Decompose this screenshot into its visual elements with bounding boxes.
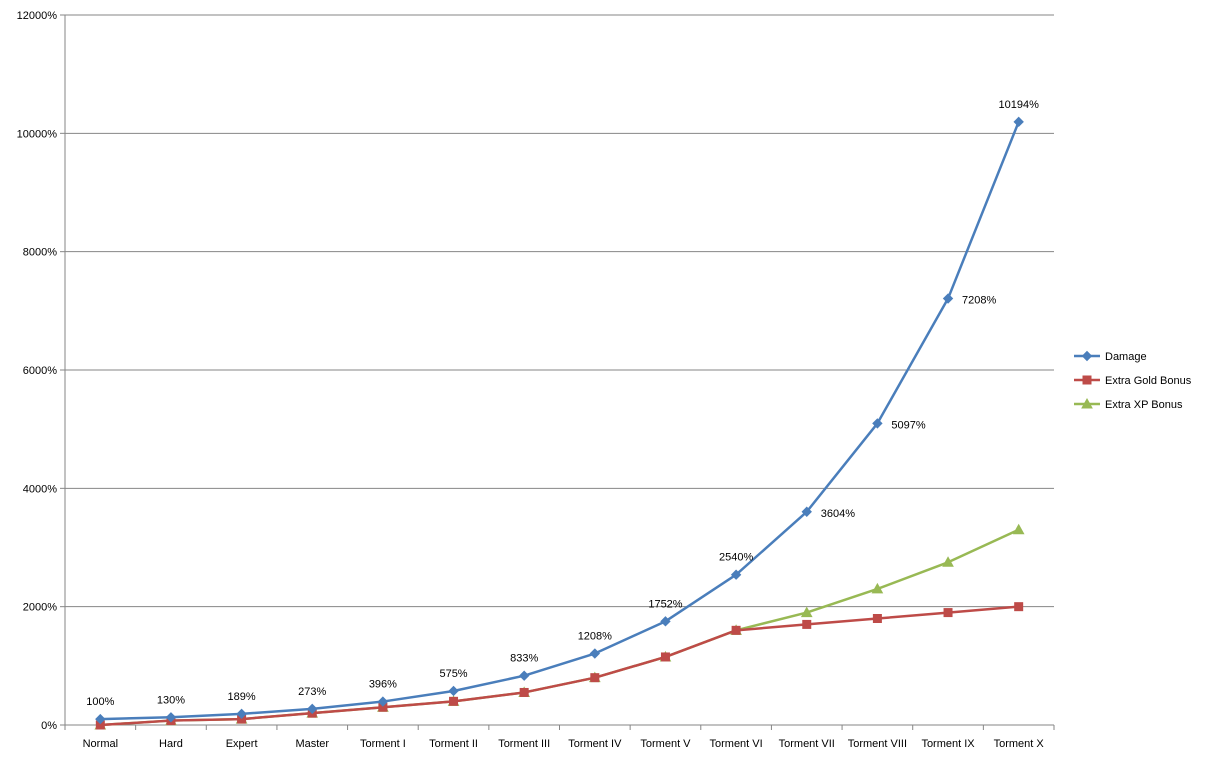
data-label: 5097%	[891, 419, 925, 431]
series-lines	[94, 116, 1025, 730]
x-tick-label: Torment V	[640, 738, 691, 750]
legend: Damage Extra Gold Bonus Extra XP Bonus	[1074, 350, 1192, 411]
data-point	[731, 625, 741, 635]
data-point	[730, 569, 742, 580]
legend-item: Extra Gold Bonus	[1074, 375, 1192, 387]
data-label: 7208%	[962, 295, 996, 307]
data-label: 273%	[298, 686, 326, 698]
data-point	[1013, 116, 1024, 128]
axes: 0% 2000% 4000% 6000% 8000% 10000% 12000% Normal…	[17, 10, 1055, 750]
gridlines	[65, 14, 1054, 608]
x-tick-label: Torment I	[360, 738, 406, 750]
legend-item: Damage	[1074, 350, 1147, 363]
x-tick-label: Master	[295, 738, 329, 750]
data-label: 575%	[439, 668, 467, 680]
y-tick-label: 12000%	[17, 10, 58, 22]
data-label: 396%	[369, 679, 397, 691]
legend-item: Extra XP Bonus	[1074, 397, 1183, 411]
series-line	[100, 605, 1019, 727]
data-point	[942, 293, 954, 304]
series-damage	[95, 116, 1024, 725]
data-label: 1208%	[578, 631, 612, 643]
data-point	[236, 708, 247, 720]
data-label: 2540%	[719, 552, 753, 564]
legend-marker	[1081, 397, 1093, 409]
data-point	[1012, 523, 1025, 535]
data-label: 10194%	[998, 99, 1039, 111]
legend-label: Damage	[1105, 351, 1147, 363]
data-point	[448, 685, 459, 697]
y-tick-label: 2000%	[23, 602, 57, 614]
data-label: 1752%	[648, 598, 682, 610]
x-tick-label: Torment II	[429, 738, 478, 750]
data-point	[660, 652, 670, 662]
data-point	[518, 670, 530, 681]
data-label: 3604%	[821, 508, 855, 520]
data-point	[802, 619, 812, 629]
data-point	[165, 712, 177, 723]
data-point	[943, 608, 953, 618]
x-tick-label: Hard	[159, 738, 183, 750]
data-point	[871, 582, 884, 594]
data-label: 100%	[86, 696, 114, 708]
data-point	[660, 616, 671, 627]
data-point	[519, 687, 529, 697]
series-line	[100, 121, 1020, 721]
data-point	[449, 696, 459, 706]
y-tick-label: 10000%	[17, 128, 58, 140]
legend-label: Extra Gold Bonus	[1105, 375, 1192, 387]
y-tick-label: 6000%	[23, 365, 57, 377]
x-tick-label: Torment X	[994, 738, 1045, 750]
data-point	[942, 556, 954, 567]
y-tick-label: 8000%	[23, 247, 57, 259]
data-point	[801, 506, 812, 517]
x-tick-label: Torment IX	[921, 738, 975, 750]
data-label: 833%	[510, 653, 538, 665]
legend-marker	[1081, 350, 1093, 362]
legend-marker	[1082, 375, 1092, 385]
x-tick-label: Normal	[83, 738, 118, 750]
data-point	[1014, 602, 1024, 612]
data-point	[589, 648, 601, 659]
data-point	[590, 673, 600, 683]
data-point	[307, 703, 318, 715]
x-tick-label: Torment VI	[710, 738, 763, 750]
y-tick-label: 4000%	[23, 483, 57, 495]
data-labels: 100% 130% 189% 273% 396% 575% 833% 1208% 1752% 25…	[86, 99, 1039, 708]
data-point	[800, 606, 813, 618]
data-label: 130%	[157, 694, 185, 706]
y-tick-label: 0%	[41, 720, 57, 732]
x-tick-label: Torment VII	[779, 738, 835, 750]
x-tick-label: Expert	[226, 738, 258, 750]
data-point	[377, 696, 389, 707]
data-point	[872, 418, 883, 429]
legend-label: Extra XP Bonus	[1105, 399, 1183, 411]
x-tick-label: Torment VIII	[848, 738, 907, 750]
data-point	[872, 614, 882, 623]
x-tick-label: Torment III	[498, 738, 550, 750]
x-tick-label: Torment IV	[568, 738, 622, 750]
data-point	[95, 713, 106, 725]
data-label: 189%	[228, 691, 256, 703]
